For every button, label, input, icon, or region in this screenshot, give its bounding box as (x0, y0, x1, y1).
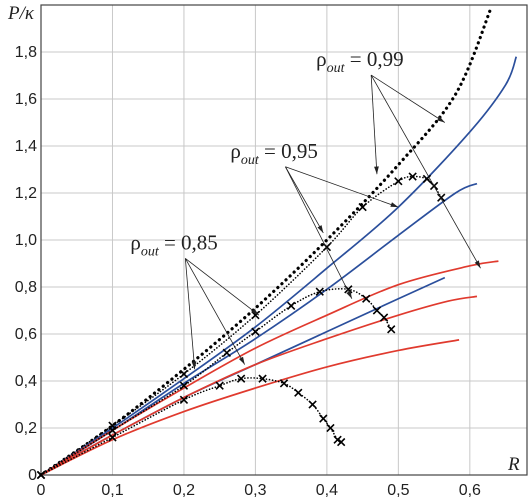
grid-layer (40, 5, 527, 476)
y-tick-label: 0 (28, 467, 37, 484)
annotation-pointer (184, 258, 246, 365)
annotation-symbol: ρ (130, 230, 140, 254)
annotation-arrowhead (437, 116, 445, 123)
annotation-arrowhead (317, 225, 324, 233)
series-8-point-marker (379, 313, 389, 322)
annotation-symbol: ρ (230, 139, 240, 163)
series-7-point-marker (394, 177, 403, 186)
y-tick-label: 0,8 (15, 279, 37, 296)
x-tick-label: 0,5 (387, 482, 409, 499)
y-axis-label: P/κ (7, 3, 35, 24)
series-8-point-marker (362, 294, 371, 303)
annotation-arrowhead (474, 260, 481, 269)
series-8-point-marker (108, 426, 117, 435)
series-8-point-marker (315, 287, 324, 296)
series-line-1 (40, 56, 518, 476)
annotation-pointer (285, 166, 399, 208)
annotation-arrowhead (238, 356, 245, 365)
annotation-symbol: ρ (316, 47, 326, 71)
series-9-point-marker (236, 374, 246, 383)
annotation-pointer (370, 74, 481, 269)
series-9-point-marker (326, 423, 335, 433)
annotation-arrowhead (346, 290, 352, 299)
y-tick-label: 1,6 (15, 91, 37, 108)
series-line-7 (40, 175, 443, 476)
annotation-pointer (370, 75, 378, 175)
y-tick-label: 1,2 (15, 185, 37, 202)
x-tick-label: 0,3 (244, 482, 266, 499)
x-tick-label: 0,4 (316, 482, 338, 499)
axes-layer: 0 0,1 0,2 0,3 0,4 0,5 0,6 0 0,2 0,4 0,6 0,8 1,0 1,2 1,… (15, 4, 528, 499)
annotation-arrowhead (374, 166, 379, 175)
annotation-value: = 0,95 (259, 139, 318, 163)
series-9-point-marker (308, 400, 317, 409)
series-7-point-marker (422, 174, 432, 184)
series-line-0 (39, 5, 493, 477)
series-8-point-marker (387, 325, 396, 334)
series-8-point-marker (286, 301, 296, 310)
series-7-point-marker (437, 193, 446, 202)
x-tick-label: 0 (37, 482, 46, 499)
y-tick-label: 1,0 (15, 232, 37, 249)
series-layer (36, 5, 518, 480)
annotation-pointer (285, 166, 324, 234)
annotation-arrowhead (390, 202, 399, 208)
series-line-5 (40, 295, 478, 476)
y-tick-label: 1,8 (15, 44, 37, 61)
y-tick-label: 1,4 (15, 138, 37, 155)
series-line-9 (40, 377, 342, 476)
x-tick-label: 0,2 (173, 482, 195, 499)
annotation-value: = 0,99 (345, 47, 404, 71)
series-8-point-marker (222, 348, 231, 357)
annotation-subscript: out (141, 244, 160, 259)
series-7-point-marker (179, 369, 189, 379)
series-9-point-marker (108, 433, 117, 442)
annotation-value: = 0,85 (159, 230, 218, 254)
annotation-pointer (185, 258, 260, 316)
annotation-label: ρout = 0,95 (230, 139, 317, 168)
series-8-point-marker (372, 306, 382, 315)
y-tick-label: 0,4 (15, 373, 37, 390)
annotation-arrowhead (191, 361, 197, 370)
series-7-point-marker (408, 172, 417, 181)
x-tick-label: 0,6 (459, 482, 481, 499)
x-axis-label: R (507, 454, 520, 475)
annotation-label: ρout = 0,99 (316, 47, 403, 76)
series-8-point-marker (251, 327, 260, 336)
annotation-pointer (285, 166, 353, 299)
series-9-point-marker (294, 388, 303, 397)
series-9-point-marker (319, 414, 328, 423)
series-9-point-marker (279, 379, 289, 388)
y-tick-label: 0,2 (15, 420, 37, 437)
series-9-point-marker (215, 381, 224, 390)
series-9-point-marker (337, 437, 346, 447)
annotation-subscript: out (327, 61, 346, 76)
series-7-point-marker (358, 202, 367, 212)
annotation-label: ρout = 0,85 (130, 230, 217, 259)
series-line-6 (40, 339, 460, 476)
annotation-subscript: out (241, 153, 260, 168)
annotation-pointer (184, 258, 196, 370)
series-9-point-marker (179, 395, 189, 404)
annotation-arrowhead (251, 308, 259, 316)
annotation-pointer (370, 74, 446, 123)
x-tick-label: 0,1 (101, 482, 123, 499)
series-line-4 (40, 260, 499, 476)
series-9-point-marker (36, 470, 46, 480)
series-8-point-marker (179, 381, 189, 390)
y-tick-label: 0,6 (15, 326, 37, 343)
plot-frame (40, 4, 528, 476)
series-9-point-marker (258, 374, 267, 383)
